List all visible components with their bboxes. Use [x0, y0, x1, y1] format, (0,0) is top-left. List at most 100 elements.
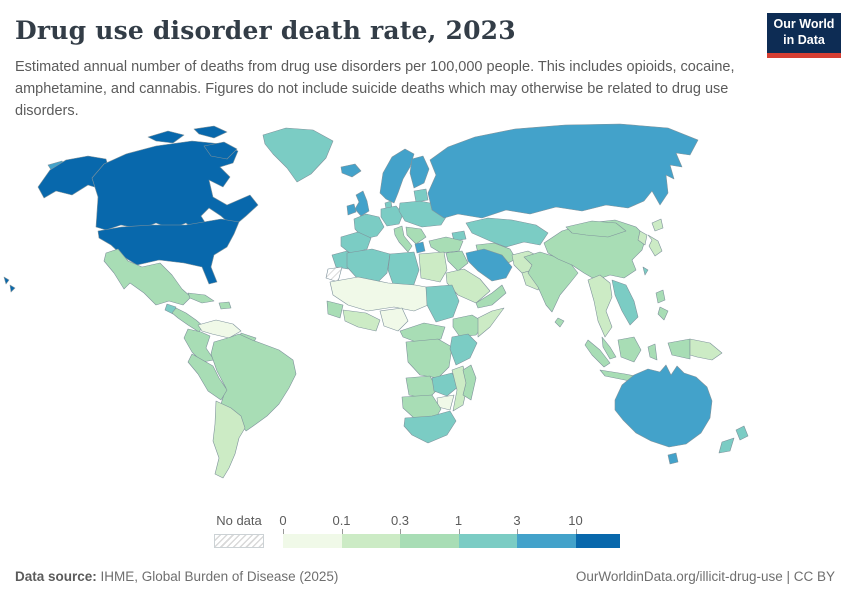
region-new-zealand[interactable] [718, 425, 749, 454]
region-somalia[interactable] [477, 307, 505, 338]
legend-tick-label-2: 0.3 [390, 513, 410, 528]
region-south-africa[interactable] [403, 410, 457, 444]
legend-bin-3[interactable] [458, 534, 517, 548]
region-colombia[interactable] [183, 328, 215, 363]
region-japan[interactable] [647, 218, 664, 257]
region-france[interactable] [353, 213, 385, 240]
region-arctic-islands[interactable] [147, 125, 238, 160]
footer-link[interactable]: OurWorldinData.org/illicit-drug-use | CC… [575, 569, 835, 584]
region-kazakhstan[interactable] [465, 217, 549, 248]
region-borneo[interactable] [617, 336, 642, 363]
footer-source-text: IHME, Global Burden of Disease (2025) [96, 569, 339, 584]
region-uk[interactable] [354, 190, 370, 217]
legend-no-data-swatch[interactable] [214, 534, 264, 548]
region-cameroon-car[interactable] [399, 322, 446, 343]
region-baltics[interactable] [413, 188, 429, 203]
region-algeria[interactable] [346, 248, 391, 286]
region-malay-peninsula[interactable] [601, 336, 617, 360]
region-balkans[interactable] [405, 226, 427, 245]
owid-logo-box: Our World in Data [767, 13, 841, 53]
region-peru[interactable] [187, 353, 228, 401]
page-title: Drug use disorder death rate, 2023 [15, 16, 516, 45]
footer: Data source: IHME, Global Burden of Dise… [15, 569, 835, 584]
legend-bin-1[interactable] [341, 534, 400, 548]
legend-tick-mark [341, 529, 343, 534]
region-west-new-guinea[interactable] [667, 338, 691, 360]
legend-no-data-label: No data [216, 513, 262, 528]
region-tasmania[interactable] [667, 452, 679, 465]
region-ireland[interactable] [346, 203, 357, 216]
page-subtitle: Estimated annual number of deaths from d… [15, 59, 735, 119]
region-iberia[interactable] [340, 231, 372, 255]
region-cuba[interactable] [187, 292, 215, 304]
legend-bin-4[interactable] [517, 534, 576, 548]
region-angola[interactable] [405, 375, 438, 400]
region-drc[interactable] [405, 338, 453, 379]
region-taiwan[interactable] [642, 266, 649, 276]
region-argentina-chile[interactable] [212, 400, 246, 479]
legend-tick-mark [458, 529, 460, 534]
owid-logo-line1: Our World [773, 17, 835, 32]
region-caucasus[interactable] [451, 230, 467, 242]
region-canada[interactable] [91, 140, 259, 233]
region-mexico[interactable] [103, 248, 192, 306]
legend-tick-label-1: 0.1 [332, 513, 351, 528]
region-madagascar[interactable] [462, 364, 477, 401]
legend-tick-mark [283, 529, 284, 534]
region-italy[interactable] [393, 225, 413, 253]
region-finland[interactable] [409, 155, 430, 189]
region-kenya-tanzania[interactable] [449, 333, 478, 366]
region-sri-lanka[interactable] [554, 317, 565, 328]
region-libya[interactable] [387, 251, 420, 288]
region-mongolia[interactable] [565, 220, 627, 238]
owid-logo: Our World in Data [767, 13, 841, 58]
region-iceland[interactable] [340, 163, 362, 178]
region-mozambique[interactable] [451, 365, 469, 412]
region-ethiopia[interactable] [452, 314, 486, 338]
owid-logo-red-bar [767, 53, 841, 58]
legend-tick-mark [400, 529, 401, 534]
region-vietnam[interactable] [611, 279, 639, 326]
legend-tick-mark [575, 529, 577, 534]
region-turkey[interactable] [428, 236, 464, 254]
region-iran[interactable] [465, 248, 513, 282]
region-korea[interactable] [637, 230, 648, 246]
region-china[interactable] [543, 219, 647, 281]
footer-source-label: Data source: [15, 569, 97, 584]
world-map [3, 123, 749, 479]
legend-tick-label-0: 0 [279, 513, 287, 528]
region-sudan[interactable] [425, 284, 460, 323]
region-west-africa[interactable] [342, 309, 381, 332]
legend-tick-mark [517, 529, 518, 534]
region-hispaniola[interactable] [218, 301, 232, 310]
region-papua-new-guinea[interactable] [689, 338, 723, 361]
region-nigeria[interactable] [379, 307, 409, 332]
region-russia[interactable] [427, 123, 699, 219]
legend-bin-5[interactable] [575, 534, 620, 548]
region-greece[interactable] [414, 241, 426, 254]
region-greenland[interactable] [262, 127, 334, 183]
region-senegal-guinea[interactable] [326, 300, 344, 319]
region-sumatra[interactable] [584, 339, 611, 368]
region-zambia[interactable] [431, 372, 460, 397]
region-sulawesi[interactable] [647, 343, 658, 361]
region-venezuela[interactable] [197, 319, 242, 339]
legend-color-scale: 0 0.1 0.3 1 3 10 [279, 513, 643, 549]
legend-bin-2[interactable] [400, 534, 459, 548]
region-philippines[interactable] [655, 289, 669, 321]
region-norway-sweden[interactable] [379, 148, 415, 204]
region-yemen-oman[interactable] [475, 284, 507, 309]
region-germany-central-europe[interactable] [380, 205, 404, 227]
region-sahel[interactable] [329, 276, 429, 312]
region-myanmar-thailand[interactable] [587, 274, 613, 338]
region-australia[interactable] [614, 364, 713, 448]
region-western-sahara-no-data[interactable] [325, 266, 343, 283]
legend-tick-label-4: 3 [513, 513, 521, 528]
region-egypt[interactable] [418, 251, 448, 283]
legend-bin-0[interactable] [283, 534, 342, 548]
footer-source: Data source: IHME, Global Burden of Dise… [15, 569, 338, 584]
region-central-america[interactable] [171, 307, 204, 333]
region-syria-iraq[interactable] [445, 250, 469, 272]
region-hawaii[interactable] [3, 276, 16, 293]
